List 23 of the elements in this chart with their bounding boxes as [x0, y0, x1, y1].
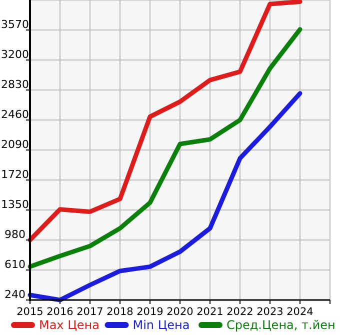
y-tick-label: 2460 [1, 108, 29, 121]
legend-label: Max Цена [38, 318, 100, 332]
legend-label: Сред.Цена, т.йен [226, 318, 336, 332]
y-tick-label: 2830 [1, 78, 29, 91]
y-tick-label: 2090 [1, 138, 29, 151]
x-tick-label: 2022 [226, 306, 254, 318]
y-tick-label: 3570 [1, 18, 29, 31]
x-tick-label: 2016 [46, 306, 74, 318]
y-tick-label: 610 [4, 258, 26, 271]
x-tick-label: 2024 [286, 306, 314, 318]
legend-label: Min Цена [132, 318, 190, 332]
y-tick-label: 3200 [1, 48, 29, 61]
y-tick-label: 980 [4, 228, 26, 241]
x-tick-label: 2023 [256, 306, 284, 318]
x-tick-label: 2020 [166, 306, 194, 318]
x-tick-label: 2019 [136, 306, 164, 318]
x-tick-label: 2021 [196, 306, 224, 318]
y-tick-label: 1350 [1, 198, 29, 211]
y-tick-label: 1720 [1, 168, 29, 181]
y-tick-label: 240 [4, 288, 26, 301]
x-tick-label: 2018 [106, 306, 134, 318]
x-tick-label: 2015 [16, 306, 44, 318]
x-tick-label: 2017 [76, 306, 104, 318]
